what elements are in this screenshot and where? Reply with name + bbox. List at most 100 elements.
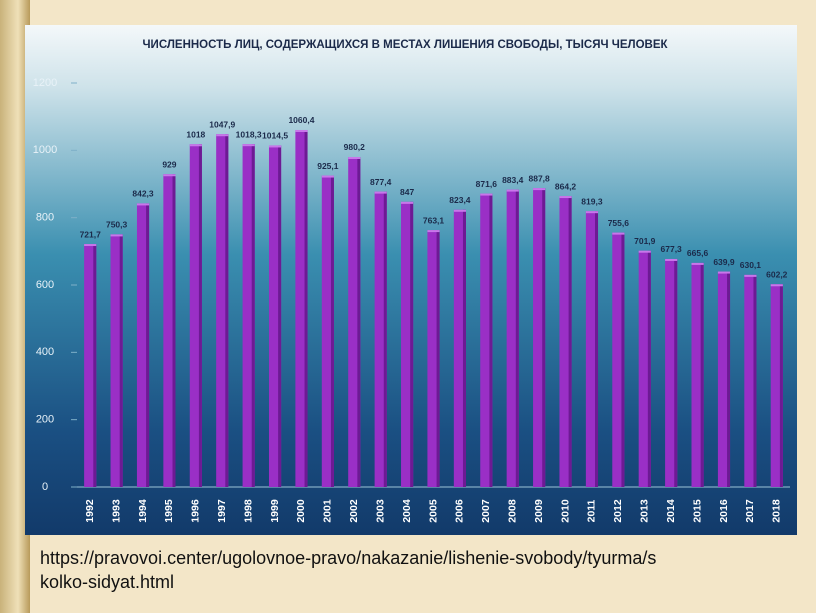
value-label: 887,8: [528, 173, 550, 183]
bar-top: [401, 201, 414, 204]
bar-top: [612, 232, 625, 235]
bar-shade: [436, 230, 440, 487]
bar-shade: [172, 174, 176, 487]
source-link: https://pravovoi.center/ugolovnoe-pravo/…: [40, 548, 657, 592]
bar-top: [717, 271, 731, 274]
value-label: 630,1: [740, 260, 762, 270]
bar-shade: [595, 211, 599, 487]
bar: [533, 188, 546, 487]
bar-top: [559, 196, 572, 199]
value-label: 847: [400, 187, 414, 197]
value-label: 883,4: [502, 175, 524, 185]
x-tick-label: 2014: [665, 499, 677, 523]
value-label: 701,9: [634, 236, 656, 246]
value-label: 1060,4: [288, 115, 314, 125]
bar-shade: [674, 258, 678, 487]
value-label: 1047,9: [209, 119, 235, 129]
bar: [163, 174, 176, 487]
bar-shade: [727, 271, 731, 487]
value-label: 721,7: [80, 229, 102, 239]
bar: [268, 145, 282, 487]
bar-top: [242, 144, 255, 147]
bar-top: [770, 284, 783, 287]
bar-top: [638, 250, 651, 253]
bar-shade: [515, 189, 519, 487]
bar-shade: [753, 274, 757, 487]
x-tick-label: 2010: [559, 499, 571, 523]
bar-shade: [119, 234, 123, 487]
bar-shade: [225, 134, 229, 487]
y-tick-label: 1000: [33, 144, 57, 156]
y-tick-label: 800: [36, 212, 54, 224]
bar: [295, 129, 308, 487]
y-tick-label: 600: [36, 279, 54, 291]
x-tick-label: 2018: [771, 499, 783, 523]
x-tick-label: 2008: [507, 499, 519, 523]
bar-top: [691, 262, 704, 265]
bar-top: [533, 188, 546, 191]
bar: [665, 258, 678, 487]
x-tick-label: 2007: [480, 499, 492, 523]
value-label: 755,6: [608, 218, 630, 228]
value-label: 677,3: [661, 244, 683, 254]
chart: ЧИСЛЕННОСТЬ ЛИЦ, СОДЕРЖАЩИХСЯ В МЕСТАХ Л…: [25, 25, 797, 535]
x-tick-label: 2017: [744, 499, 756, 523]
bar-top: [321, 175, 334, 178]
bar: [374, 191, 387, 487]
bar: [770, 284, 783, 487]
bar-top: [216, 134, 229, 137]
bar-shade: [198, 144, 202, 488]
x-tick-label: 2016: [718, 499, 730, 523]
x-tick-label: 1996: [190, 499, 202, 523]
y-tick-label: 200: [36, 414, 54, 426]
bar: [84, 244, 97, 487]
x-tick-label: 2015: [691, 499, 703, 523]
bar-top: [268, 145, 282, 148]
bar-top: [163, 174, 176, 177]
bar: [638, 250, 651, 487]
bar-shade: [410, 201, 414, 488]
bar-shade: [330, 175, 334, 487]
bar-top: [136, 203, 150, 206]
bar-top: [110, 234, 123, 237]
bar-shade: [647, 250, 651, 487]
x-tick-label: 2004: [401, 499, 413, 523]
bar: [348, 156, 361, 487]
x-tick-label: 1999: [269, 499, 281, 523]
y-tick-label: 1200: [33, 77, 57, 89]
bar: [559, 196, 572, 487]
bar: [612, 232, 625, 487]
x-tick-label: 2013: [639, 499, 651, 523]
value-label: 864,2: [555, 181, 577, 191]
value-label: 823,4: [449, 195, 471, 205]
bar: [717, 271, 731, 487]
bar-shade: [93, 244, 97, 487]
value-label: 925,1: [317, 161, 339, 171]
bar-top: [665, 258, 678, 261]
value-label: 1018: [186, 130, 205, 140]
bar-top: [427, 230, 440, 233]
bar: [136, 203, 150, 487]
bar-shade: [304, 129, 308, 487]
x-tick-label: 1992: [84, 499, 96, 523]
bar-shade: [700, 262, 704, 487]
bar: [506, 189, 519, 487]
bar-shade: [146, 203, 150, 487]
bar-shade: [251, 144, 255, 487]
value-label: 980,2: [344, 142, 366, 152]
x-tick-label: 2003: [374, 499, 386, 523]
bar-top: [84, 244, 97, 247]
y-tick-label: 400: [36, 346, 54, 358]
value-label: 842,3: [132, 189, 154, 199]
x-tick-label: 1998: [242, 499, 254, 523]
value-label: 929: [162, 159, 176, 169]
x-tick-label: 2005: [427, 499, 439, 523]
x-tick-label: 2009: [533, 499, 545, 523]
bar-top: [295, 129, 308, 132]
value-label: 871,6: [476, 179, 498, 189]
bar-shade: [621, 232, 625, 487]
value-label: 877,4: [370, 177, 392, 187]
bar: [480, 193, 493, 487]
bar-shade: [542, 188, 546, 487]
